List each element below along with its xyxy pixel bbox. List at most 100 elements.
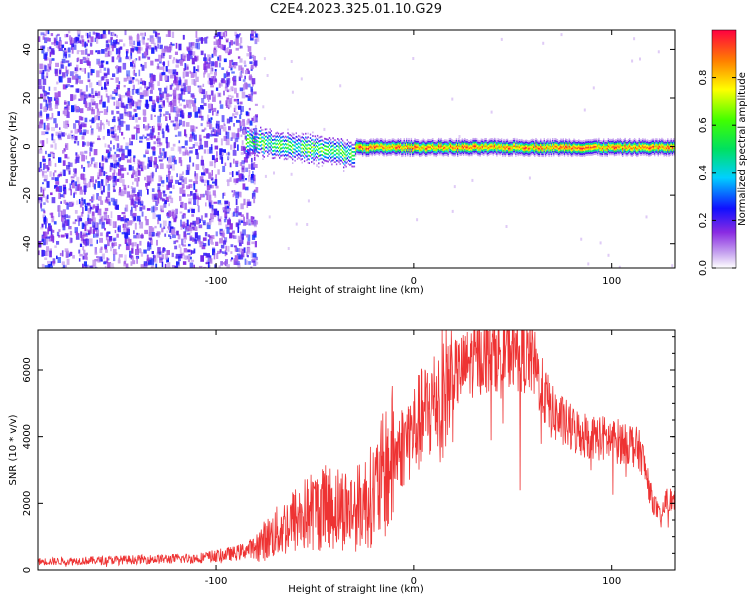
heatmap-cell <box>159 66 163 70</box>
heatmap-cell <box>111 164 115 168</box>
heatmap-cell <box>343 170 345 172</box>
heatmap-cell <box>395 152 397 155</box>
heatmap-cell <box>313 144 315 147</box>
heatmap-cell <box>164 87 168 94</box>
heatmap-cell <box>415 141 417 143</box>
heatmap-cell <box>198 145 201 150</box>
heatmap-cell <box>396 150 398 153</box>
heatmap-cell <box>295 154 297 156</box>
heatmap-cell <box>121 102 125 108</box>
heatmap-cell <box>296 147 299 149</box>
heatmap-cell <box>390 145 392 147</box>
heatmap-cell <box>375 153 377 156</box>
heatmap-cell <box>476 141 478 144</box>
heatmap-cell <box>253 60 258 66</box>
heatmap-cell <box>238 105 242 110</box>
heatmap-cell <box>220 44 223 50</box>
heatmap-cell <box>124 112 129 116</box>
heatmap-cell <box>193 106 197 112</box>
heatmap-cell <box>51 133 54 141</box>
heatmap-cell <box>645 215 648 219</box>
heatmap-cell <box>379 141 382 144</box>
heatmap-cell <box>187 194 191 197</box>
heatmap-cell <box>378 148 381 151</box>
heatmap-cell <box>142 134 145 137</box>
heatmap-cell <box>509 153 511 155</box>
heatmap-cell <box>349 153 351 155</box>
heatmap-cell <box>112 39 117 44</box>
heatmap-cell <box>570 140 573 143</box>
heatmap-cell <box>76 30 81 35</box>
heatmap-cell <box>474 139 477 142</box>
heatmap-cell <box>512 141 515 144</box>
heatmap-cell <box>538 149 541 152</box>
heatmap-cell <box>130 61 134 67</box>
heatmap-cell <box>401 144 403 147</box>
heatmap-cell <box>464 145 466 148</box>
heatmap-cell <box>462 146 465 149</box>
heatmap-cell <box>252 190 256 194</box>
heatmap-cell <box>296 139 299 142</box>
heatmap-cell <box>430 146 433 148</box>
heatmap-cell <box>186 104 189 108</box>
heatmap-cell <box>97 196 101 200</box>
heatmap-cell <box>48 225 52 232</box>
heatmap-cell <box>481 140 484 143</box>
heatmap-cell <box>174 256 177 259</box>
heatmap-cell <box>462 139 465 142</box>
heatmap-cell <box>406 137 408 140</box>
heatmap-cell <box>547 138 549 141</box>
heatmap-cell <box>423 144 426 147</box>
heatmap-cell <box>225 48 228 54</box>
heatmap-cell <box>146 142 151 149</box>
heatmap-cell <box>63 101 67 105</box>
heatmap-cell <box>131 198 134 204</box>
heatmap-cell <box>58 40 62 46</box>
heatmap-cell <box>496 142 498 144</box>
heatmap-cell <box>151 188 155 192</box>
heatmap-cell <box>233 62 238 66</box>
heatmap-cell <box>98 256 103 262</box>
heatmap-cell <box>139 136 144 140</box>
heatmap-cell <box>131 166 134 171</box>
heatmap-cell <box>275 143 277 146</box>
heatmap-cell <box>406 141 408 144</box>
heatmap-cell <box>429 139 432 141</box>
heatmap-cell <box>220 125 224 129</box>
heatmap-cell <box>126 103 129 109</box>
heatmap-cell <box>281 154 283 157</box>
heatmap-cell <box>169 191 173 194</box>
heatmap-cell <box>385 142 388 144</box>
heatmap-cell <box>349 164 351 166</box>
heatmap-cell <box>186 46 191 51</box>
heatmap-cell <box>88 63 91 69</box>
heatmap-cell <box>130 186 133 190</box>
heatmap-cell <box>555 149 557 152</box>
heatmap-cell <box>292 154 294 157</box>
heatmap-cell <box>497 139 499 142</box>
heatmap-cell <box>375 151 377 154</box>
heatmap-cell <box>183 104 187 109</box>
heatmap-cell <box>159 163 164 170</box>
heatmap-cell <box>484 145 486 148</box>
heatmap-cell <box>48 236 52 242</box>
heatmap-cell <box>136 257 138 264</box>
heatmap-cell <box>246 138 249 140</box>
heatmap-cell <box>222 126 227 132</box>
heatmap-cell <box>137 129 140 134</box>
heatmap-cell <box>251 131 254 133</box>
heatmap-cell <box>44 174 48 181</box>
heatmap-cell <box>308 158 310 161</box>
heatmap-cell <box>512 143 515 146</box>
heatmap-cell <box>90 125 92 128</box>
heatmap-cell <box>519 141 522 143</box>
heatmap-cell <box>400 149 402 151</box>
heatmap-cell <box>237 235 242 243</box>
heatmap-cell <box>64 154 68 159</box>
heatmap-cell <box>457 140 459 143</box>
heatmap-cell <box>52 172 55 177</box>
heatmap-cell <box>421 143 423 146</box>
heatmap-cell <box>316 142 319 144</box>
heatmap-cell <box>120 120 124 127</box>
heatmap-cell <box>48 158 51 161</box>
